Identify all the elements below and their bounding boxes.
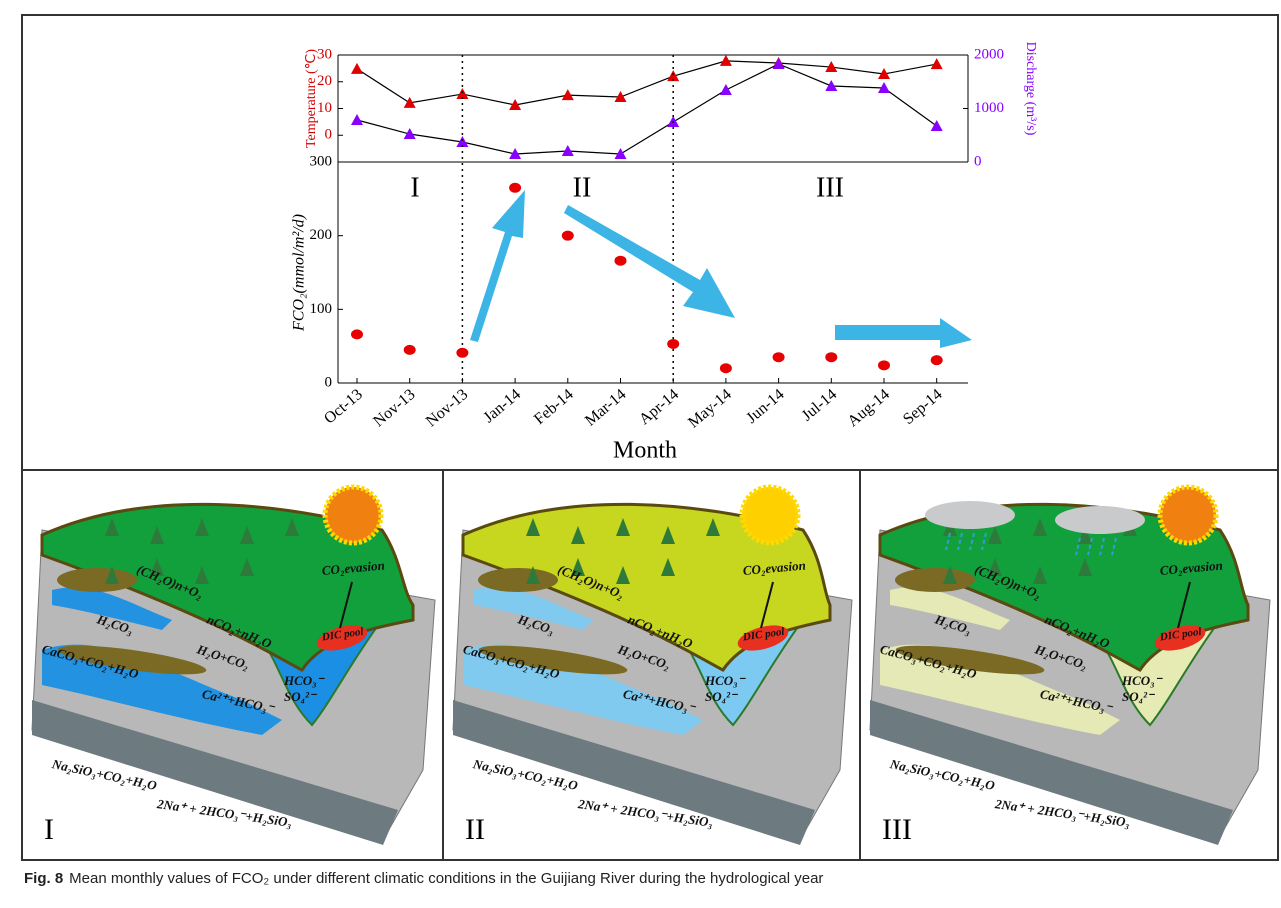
- x-tick-label: Jun-14: [743, 386, 787, 427]
- reaction-label: HCO₃⁻: [1121, 673, 1164, 688]
- period-label: I: [410, 172, 419, 203]
- x-tick-label: Jul-14: [799, 386, 841, 425]
- data-point: [720, 84, 732, 95]
- data-point: [878, 360, 890, 370]
- y2-tick-label: 0: [974, 153, 982, 169]
- data-point: [562, 145, 574, 156]
- data-point: [351, 114, 363, 125]
- data-point: [351, 329, 363, 339]
- soil-lens: [478, 568, 558, 592]
- x-tick-label: Aug-14: [845, 386, 893, 430]
- data-point: [931, 355, 943, 365]
- y-tick-label: 30: [317, 46, 332, 62]
- y2-axis-title: Discharge (m³/s): [1023, 42, 1038, 136]
- data-point: [562, 231, 574, 241]
- data-point: [825, 80, 837, 91]
- series-line: [357, 61, 937, 105]
- caption-label: Fig. 8: [24, 870, 63, 887]
- data-point: [931, 58, 943, 69]
- y-tick-label: 300: [310, 153, 333, 169]
- data-point: [404, 345, 416, 355]
- reaction-label: SO₄²⁻: [705, 689, 739, 704]
- x-tick-label: May-14: [685, 386, 735, 432]
- reaction-label: SO₄²⁻: [1122, 689, 1156, 704]
- data-point: [720, 363, 732, 373]
- diagram-panel: (CH₂O)n+O₂nCO₂+nH₂OH₂CO₃H₂O+CO₂CaCO₃+CO₂…: [870, 487, 1270, 846]
- caption-text: Mean monthly values of FCO₂ under differ…: [69, 870, 823, 887]
- sun: [1160, 487, 1216, 543]
- data-point: [931, 120, 943, 131]
- data-point: [615, 256, 627, 266]
- figure: 3020100200010000Temperature (℃)Discharge…: [0, 0, 1281, 865]
- panel-label: II: [465, 813, 485, 846]
- data-point: [351, 63, 363, 74]
- x-tick-label: Jan-14: [480, 386, 524, 426]
- panel-label: I: [44, 813, 54, 846]
- x-tick-label: Feb-14: [531, 386, 577, 428]
- x-tick-label: Apr-14: [636, 386, 682, 429]
- sun: [325, 487, 381, 543]
- data-point: [720, 55, 732, 66]
- period-label: III: [816, 172, 844, 203]
- cloud: [1055, 506, 1145, 534]
- cloud: [925, 501, 1015, 529]
- reaction-label: HCO₃⁻: [283, 673, 326, 688]
- series-line: [357, 64, 937, 154]
- x-tick-label: Sep-14: [900, 386, 946, 428]
- diagram-panel: (CH₂O)n+O₂nCO₂+nH₂OH₂CO₃H₂O+CO₂CaCO₃+CO₂…: [453, 487, 852, 846]
- data-point: [509, 183, 521, 193]
- y-tick-label: 20: [317, 73, 332, 89]
- data-point: [456, 348, 468, 358]
- y2-tick-label: 2000: [974, 46, 1004, 62]
- data-point: [825, 352, 837, 362]
- y-tick-label: 0: [325, 374, 333, 390]
- y-axis-title: FCO₂(mmol/m²/d): [291, 214, 308, 332]
- y-tick-label: 10: [317, 100, 332, 116]
- panel-label: III: [882, 813, 912, 846]
- x-tick-label: Mar-14: [582, 386, 629, 430]
- x-tick-label: Nov-13: [423, 386, 471, 430]
- data-point: [667, 339, 679, 349]
- caption: Fig. 8 Mean monthly values of FCO₂ under …: [24, 870, 823, 887]
- x-axis-title: Month: [613, 438, 677, 464]
- data-point: [562, 89, 574, 100]
- soil-lens: [57, 568, 137, 592]
- x-tick-label: Oct-13: [321, 386, 366, 428]
- reaction-label: HCO₃⁻: [704, 673, 747, 688]
- reaction-label: SO₄²⁻: [284, 689, 318, 704]
- y-tick-label: 100: [310, 301, 333, 317]
- y-tick-label: 200: [310, 227, 333, 243]
- period-label: II: [573, 172, 592, 203]
- y-tick-label: 0: [325, 127, 333, 143]
- diagram-panel: (CH₂O)n+O₂nCO₂+nH₂OH₂CO₃H₂O+CO₂CaCO₃+CO₂…: [32, 487, 435, 846]
- trend-arrows: [470, 190, 972, 348]
- y2-tick-label: 1000: [974, 100, 1004, 116]
- y-axis-title: Temperature (℃): [304, 49, 319, 148]
- soil-lens: [895, 568, 975, 592]
- sun: [742, 487, 798, 543]
- data-point: [773, 352, 785, 362]
- x-tick-label: Nov-13: [370, 386, 418, 430]
